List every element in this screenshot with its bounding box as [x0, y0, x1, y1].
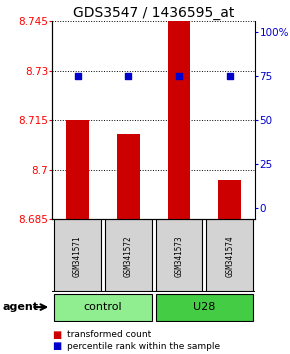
Bar — [168, 21, 191, 219]
Text: control: control — [84, 302, 122, 312]
Point — [126, 74, 130, 79]
Bar — [54, 293, 152, 321]
Bar — [117, 133, 140, 219]
Point — [75, 74, 80, 79]
Bar — [156, 293, 253, 321]
Text: ■: ■ — [52, 341, 61, 351]
Title: GDS3547 / 1436595_at: GDS3547 / 1436595_at — [73, 6, 234, 20]
Bar — [66, 120, 89, 219]
Text: ■: ■ — [52, 330, 61, 339]
Text: GSM341573: GSM341573 — [175, 235, 184, 276]
Text: transformed count: transformed count — [67, 330, 151, 339]
Text: GSM341574: GSM341574 — [225, 235, 234, 276]
Point — [177, 74, 182, 79]
Point — [227, 74, 232, 79]
Text: GSM341572: GSM341572 — [124, 235, 133, 276]
Bar — [206, 219, 253, 292]
Bar — [105, 219, 152, 292]
Text: GSM341571: GSM341571 — [73, 235, 82, 276]
Bar — [218, 180, 241, 219]
Text: agent: agent — [3, 302, 39, 312]
Bar — [156, 219, 202, 292]
Text: percentile rank within the sample: percentile rank within the sample — [67, 342, 220, 351]
Text: U28: U28 — [193, 302, 216, 312]
Bar — [54, 219, 101, 292]
